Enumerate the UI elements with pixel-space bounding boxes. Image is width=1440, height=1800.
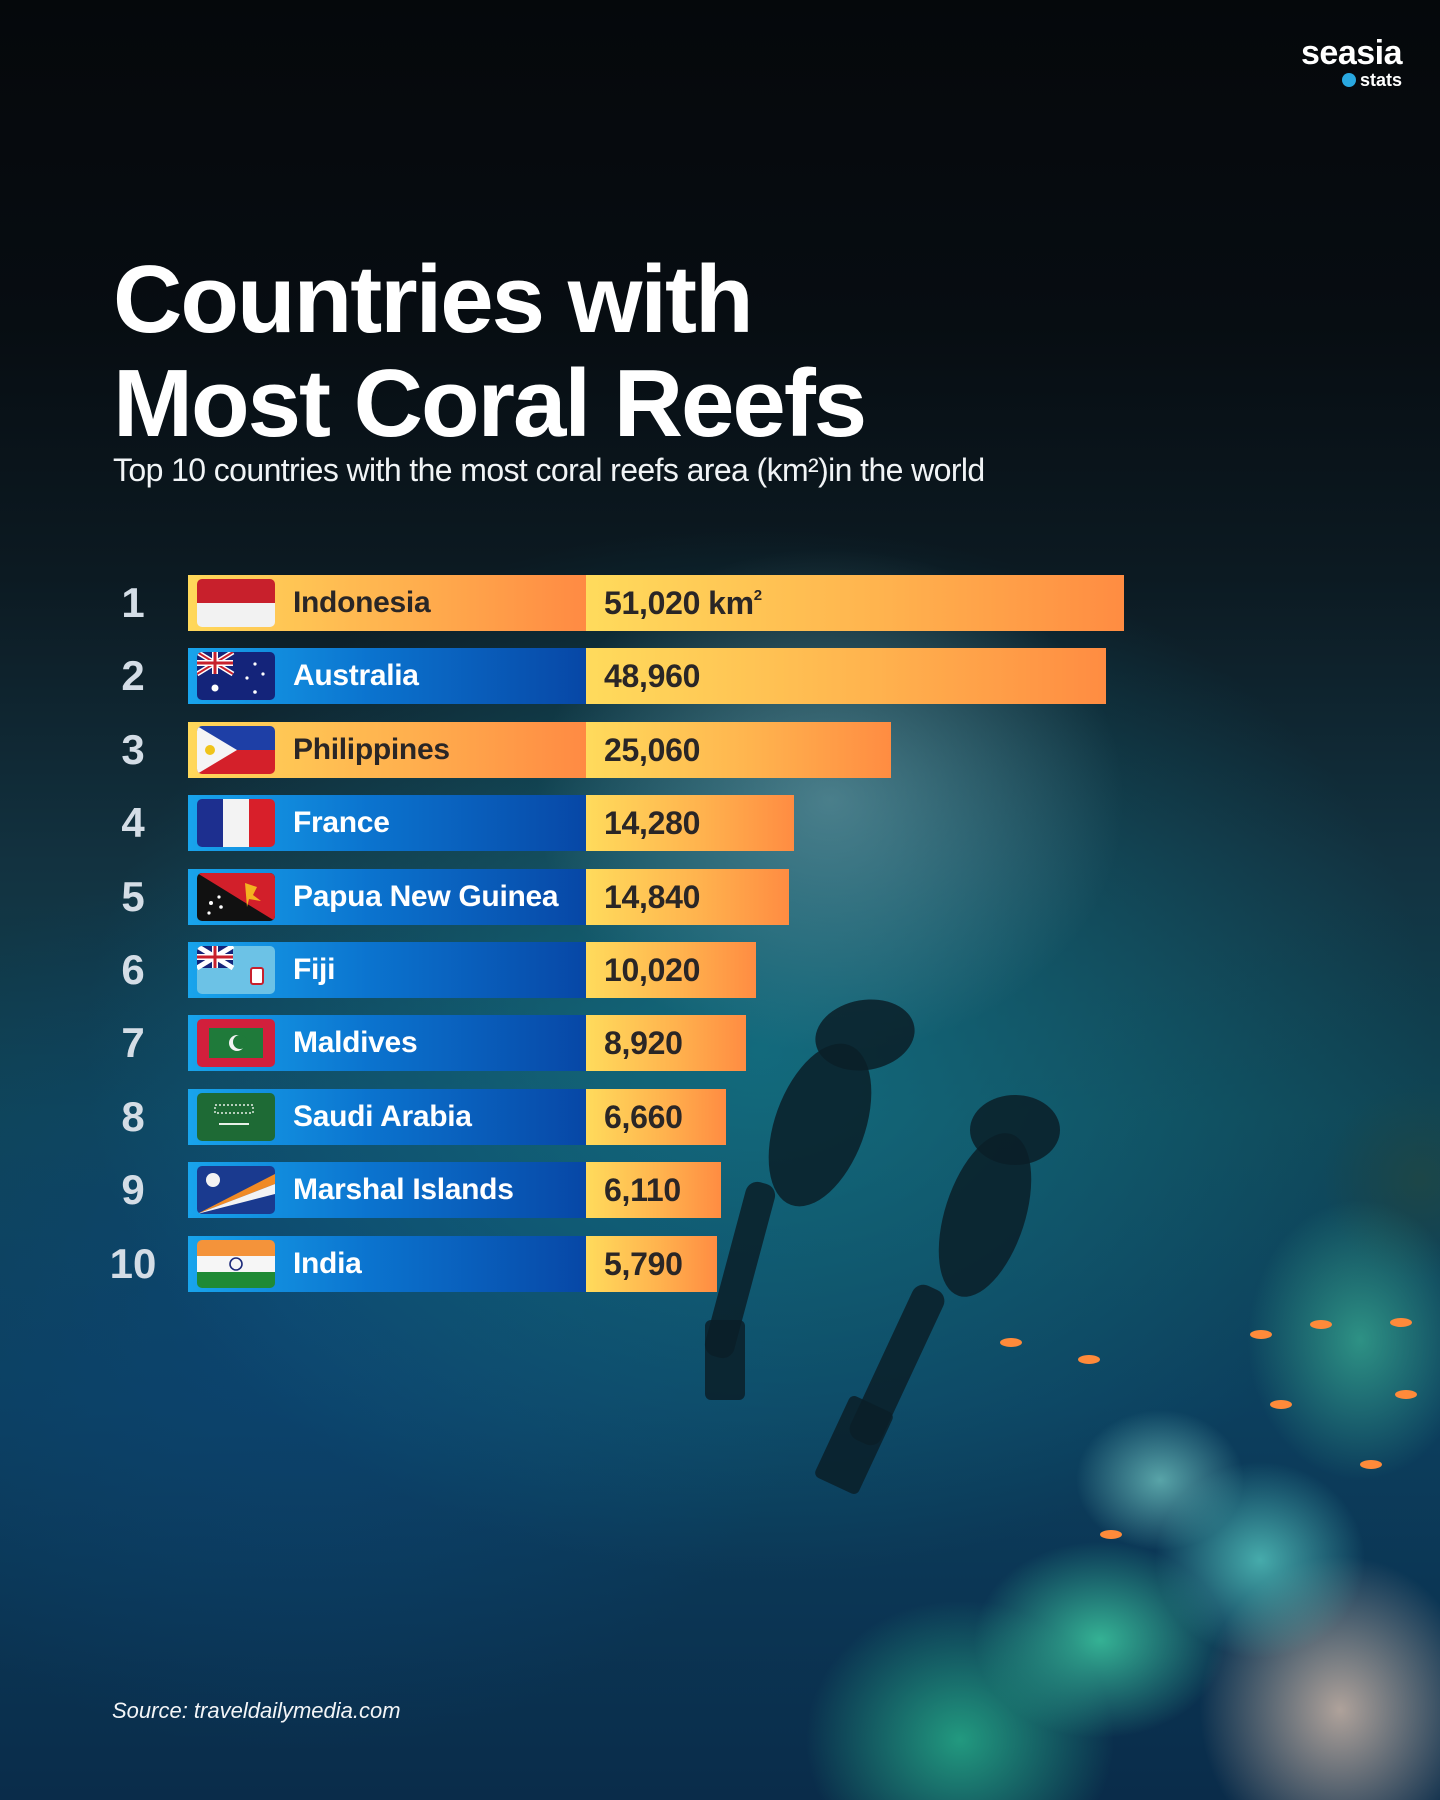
country-label-bar: Australia — [188, 648, 586, 704]
value-bar: 25,060 — [586, 722, 891, 778]
value-label: 5,790 — [604, 1245, 683, 1282]
value-label: 51,020 — [604, 584, 701, 621]
rank-number: 8 — [121, 1093, 145, 1140]
chart-row: 9 Marshal Islands 6,110 — [0, 1162, 1440, 1218]
value-bar: 6,110 — [586, 1162, 721, 1218]
chart-row: 10 India 5,790 — [0, 1236, 1440, 1292]
chart-row: 1 Indonesia 51,020 km2 — [0, 575, 1440, 631]
india-flag-icon — [197, 1240, 275, 1288]
title-line-1: Countries with — [113, 246, 754, 353]
value-label: 8,920 — [604, 1024, 683, 1061]
chart-row: 4 France 14,280 — [0, 795, 1440, 851]
rank-number: 6 — [121, 946, 145, 993]
country-label-bar: Saudi Arabia — [188, 1089, 586, 1145]
value-bar: 48,960 — [586, 648, 1106, 704]
rank-number: 9 — [121, 1166, 145, 1213]
value-label: 10,020 — [604, 951, 701, 988]
country-name: Maldives — [293, 1026, 418, 1059]
maldives-flag-icon — [197, 1019, 275, 1067]
value-label: 6,110 — [604, 1171, 681, 1208]
rank-number: 10 — [109, 1240, 157, 1287]
france-flag-icon — [197, 799, 275, 847]
value-bar: 10,020 — [586, 942, 756, 998]
value-bar: 14,280 — [586, 795, 794, 851]
marshall-islands-flag-icon — [197, 1166, 275, 1214]
country-name: Marshal Islands — [293, 1173, 514, 1206]
value-label: 25,060 — [604, 731, 701, 768]
rank-number: 1 — [121, 579, 145, 626]
chart-row: 2 Australia 48,960 — [0, 648, 1440, 704]
country-label-bar: Philippines — [188, 722, 586, 778]
rank-number: 3 — [121, 726, 145, 773]
page-title: Countries with Most Coral Reefs — [113, 246, 867, 457]
rank-number: 4 — [121, 799, 145, 846]
rank-number: 5 — [121, 873, 145, 920]
australia-flag-icon — [197, 652, 275, 700]
country-name: Papua New Guinea — [293, 880, 559, 913]
country-label-bar: Fiji — [188, 942, 586, 998]
country-name: France — [293, 806, 390, 839]
fiji-flag-icon — [197, 946, 275, 994]
country-name: Indonesia — [293, 586, 431, 619]
value-bar: 8,920 — [586, 1015, 746, 1071]
logo-subtitle: stats — [1301, 70, 1402, 90]
logo-wordmark: seasia — [1301, 34, 1403, 72]
value-bar: 6,660 — [586, 1089, 726, 1145]
papua-new-guinea-flag-icon — [197, 873, 275, 921]
rank-number: 2 — [121, 652, 145, 699]
chart-row: 6 Fiji 10,020 — [0, 942, 1440, 998]
title-line-2: Most Coral Reefs — [113, 350, 867, 457]
chart-row: 8 Saudi Arabia 6,660 — [0, 1089, 1440, 1145]
value-label: 6,660 — [604, 1098, 683, 1135]
saudi-arabia-flag-icon — [197, 1093, 275, 1141]
value-label: 48,960 — [604, 657, 701, 694]
chart-row: 7 Maldives 8,920 — [0, 1015, 1440, 1071]
unit-label: km2 — [708, 584, 762, 621]
country-label-bar: France — [188, 795, 586, 851]
logo-sub-label: stats — [1359, 70, 1402, 90]
country-label-bar: Maldives — [188, 1015, 586, 1071]
chart-row: 5 Papua New Guinea 14,840 — [0, 869, 1440, 925]
country-name: Australia — [293, 659, 419, 692]
country-name: Philippines — [293, 733, 450, 766]
value-bar: 14,840 — [586, 869, 789, 925]
logo-circle-icon — [1341, 73, 1356, 87]
seasia-stats-logo: seasia stats — [1301, 34, 1403, 90]
indonesia-flag-icon — [197, 579, 275, 627]
value-label: 14,280 — [604, 804, 701, 841]
chart-row: 3 Philippines 25,060 — [0, 722, 1440, 778]
country-name: Saudi Arabia — [293, 1100, 472, 1133]
country-label-bar: Marshal Islands — [188, 1162, 586, 1218]
value-bar: 51,020 km2 — [586, 575, 1124, 631]
source-credit: Source: traveldailymedia.com — [112, 1698, 401, 1723]
value-bar: 5,790 — [586, 1236, 717, 1292]
country-label-bar: Indonesia — [188, 575, 586, 631]
country-name: Fiji — [293, 953, 336, 986]
page-subtitle: Top 10 countries with the most coral ree… — [113, 452, 985, 488]
country-label-bar: India — [188, 1236, 586, 1292]
rank-number: 7 — [121, 1019, 145, 1066]
country-label-bar: Papua New Guinea — [188, 869, 586, 925]
value-label: 14,840 — [604, 878, 701, 915]
philippines-flag-icon — [197, 726, 275, 774]
country-name: India — [293, 1247, 362, 1280]
